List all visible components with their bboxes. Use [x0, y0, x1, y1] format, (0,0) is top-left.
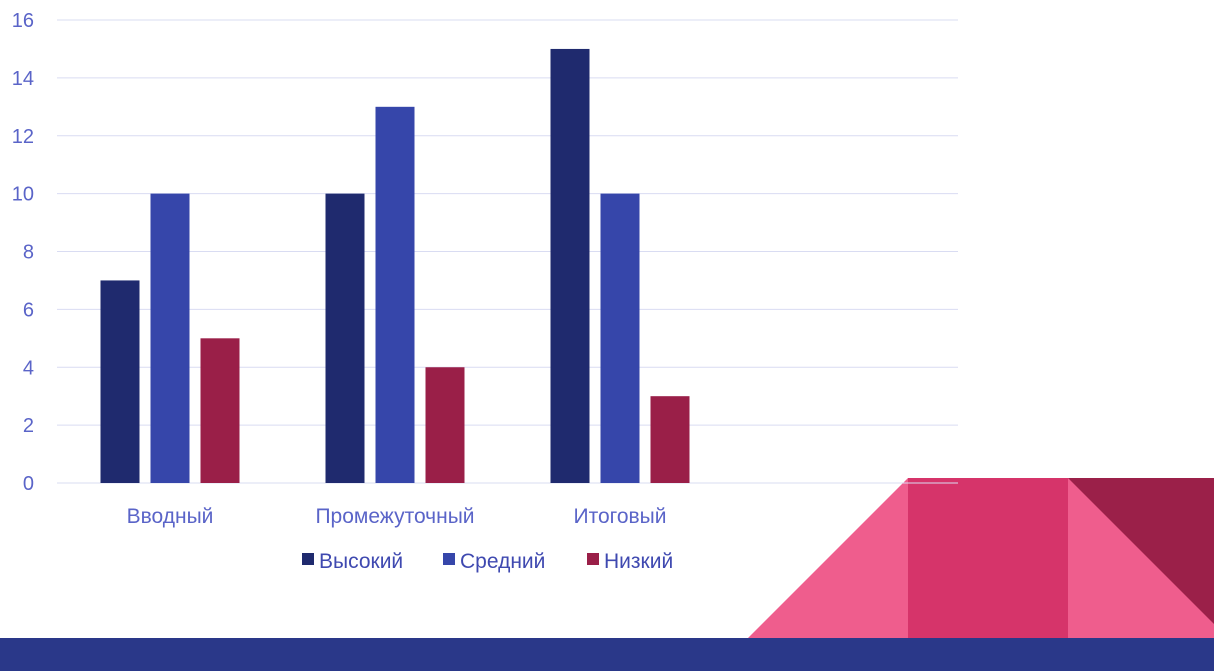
bar-1-3: [550, 48, 590, 483]
decor-triangle-left: [748, 478, 908, 638]
x-category-label: Вводный: [127, 505, 214, 528]
bar-1-1: [100, 280, 140, 483]
x-axis: Вводный Промежуточный Итоговый: [127, 505, 667, 528]
legend-label: Низкий: [604, 550, 673, 573]
bar-3-1: [200, 338, 240, 483]
decorative-shapes: [748, 478, 1214, 638]
y-tick-label: 6: [23, 299, 34, 321]
bar-3-2: [425, 367, 465, 483]
y-tick-label: 16: [12, 10, 34, 32]
bar-3-3: [650, 396, 690, 483]
bar-2-1: [150, 193, 190, 483]
footer-band: [0, 638, 1214, 671]
legend-swatch: [587, 553, 599, 565]
decor-block-center: [908, 478, 1068, 638]
x-category-label: Итоговый: [573, 505, 666, 528]
legend-swatch: [443, 553, 455, 565]
bar-1-2: [325, 193, 365, 483]
y-tick-label: 2: [23, 415, 34, 437]
bar-2-2: [375, 106, 415, 483]
legend-label: Средний: [460, 550, 545, 573]
legend-item: Низкий: [587, 550, 673, 573]
bar-2-3: [600, 193, 640, 483]
y-tick-label: 14: [12, 68, 34, 90]
legend-item: Высокий: [302, 550, 403, 573]
legend-label: Высокий: [319, 550, 403, 573]
y-tick-label: 0: [23, 473, 34, 495]
y-tick-label: 4: [23, 357, 34, 379]
legend-item: Средний: [443, 550, 545, 573]
y-tick-label: 12: [12, 126, 34, 148]
decor-triangle-dark: [1068, 478, 1214, 624]
gridlines: [57, 19, 958, 484]
y-tick-label: 10: [12, 184, 34, 206]
legend-swatch: [302, 553, 314, 565]
y-tick-label: 8: [23, 242, 34, 264]
x-category-label: Промежуточный: [315, 505, 474, 528]
y-axis: 0 2 4 6 8 10 12 14 16: [12, 10, 34, 495]
legend: Высокий Средний Низкий: [302, 550, 673, 573]
bars: [100, 48, 690, 483]
